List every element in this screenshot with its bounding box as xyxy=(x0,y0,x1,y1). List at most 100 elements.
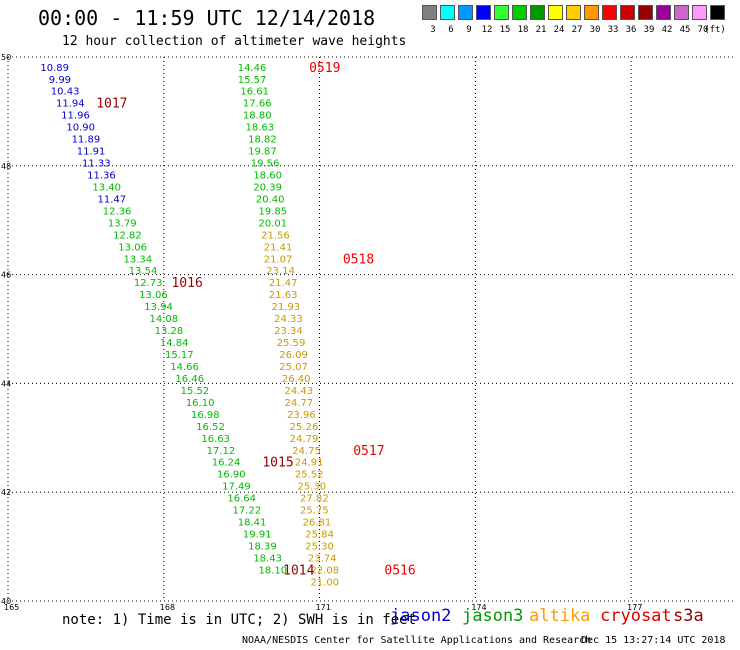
data-point-label: 11.96 xyxy=(61,111,90,122)
data-point-label: 22.08 xyxy=(310,565,339,576)
data-point-label: 16.61 xyxy=(240,87,269,98)
data-point-label: 21.07 xyxy=(264,254,293,265)
x-tick-label: 171 xyxy=(316,603,331,612)
data-point-label: 17.12 xyxy=(207,446,236,457)
data-point-label: 23.34 xyxy=(274,326,303,337)
track-id-label: 1017 xyxy=(96,97,127,112)
track-id-label: 1015 xyxy=(262,456,293,471)
track-id-label: 1014 xyxy=(283,563,314,578)
chart-title: 00:00 - 11:59 UTC 12/14/2018 xyxy=(38,6,376,30)
data-point-label: 18.43 xyxy=(253,553,282,564)
data-point-label: 13.06 xyxy=(139,290,168,301)
legend-label: 18 xyxy=(517,25,529,35)
y-tick-label: 50 xyxy=(1,53,11,62)
data-point-label: 15.17 xyxy=(165,350,194,361)
data-point-label: 25.59 xyxy=(277,338,306,349)
data-point-label: 23.74 xyxy=(308,553,337,564)
data-point-label: 12.36 xyxy=(103,206,132,217)
satellite-jason2: jason2 xyxy=(390,606,452,626)
legend-swatch xyxy=(566,5,581,20)
x-tick-label: 174 xyxy=(471,603,486,612)
data-point-label: 18.10 xyxy=(259,565,288,576)
data-point-label: 24.75 xyxy=(292,446,321,457)
legend-swatch xyxy=(602,5,617,20)
satellite-s3a: s3a xyxy=(673,606,704,626)
data-point-label: 25.75 xyxy=(300,506,329,517)
data-point-label: 11.94 xyxy=(56,99,85,110)
legend-swatch xyxy=(656,5,671,20)
data-point-label: 21.63 xyxy=(269,290,298,301)
data-point-label: 10.43 xyxy=(51,87,80,98)
satellite-altika: altika xyxy=(529,606,591,626)
data-point-label: 16.52 xyxy=(196,422,225,433)
satellite-jason3: jason3 xyxy=(462,606,524,626)
data-point-label: 21.47 xyxy=(269,278,298,289)
data-point-label: 26.81 xyxy=(303,518,332,529)
data-point-label: 23.14 xyxy=(266,266,295,277)
data-point-label: 25.30 xyxy=(305,542,334,553)
data-point-label: 13.79 xyxy=(108,218,137,229)
legend-label: 70 xyxy=(697,25,709,35)
data-point-label: 12.82 xyxy=(113,230,142,241)
legend-swatch xyxy=(458,5,473,20)
legend-label: 24 xyxy=(553,25,565,35)
legend-swatch xyxy=(710,5,725,20)
legend-swatch xyxy=(638,5,653,20)
footer-credit: NOAA/NESDIS Center for Satellite Applica… xyxy=(242,635,592,646)
data-point-label: 16.90 xyxy=(217,470,246,481)
data-point-label: 18.39 xyxy=(248,542,277,553)
data-point-label: 19.91 xyxy=(243,530,272,541)
legend-swatch xyxy=(692,5,707,20)
y-tick-label: 42 xyxy=(1,488,11,497)
legend-label: 33 xyxy=(607,25,619,35)
data-point-label: 24.91 xyxy=(295,458,324,469)
data-point-label: 17.22 xyxy=(233,506,262,517)
data-point-label: 25.52 xyxy=(295,470,324,481)
data-point-label: 25.84 xyxy=(305,530,334,541)
data-point-label: 20.01 xyxy=(259,218,288,229)
legend-label: 15 xyxy=(499,25,511,35)
data-point-label: 13.54 xyxy=(129,266,158,277)
legend-swatch xyxy=(548,5,563,20)
legend-swatch xyxy=(422,5,437,20)
legend-label: 21 xyxy=(535,25,547,35)
track-id-label: 0519 xyxy=(309,61,340,76)
data-point-label: 25.07 xyxy=(279,362,308,373)
x-tick-label: 168 xyxy=(160,603,175,612)
data-point-label: 11.36 xyxy=(87,171,116,182)
data-point-label: 15.52 xyxy=(181,386,210,397)
data-point-label: 21.41 xyxy=(264,242,293,253)
data-point-label: 10.90 xyxy=(66,123,95,134)
data-point-label: 12.73 xyxy=(134,278,163,289)
data-point-label: 13.28 xyxy=(155,326,184,337)
data-point-label: 25.30 xyxy=(297,482,326,493)
data-point-label: 21.00 xyxy=(310,577,339,588)
legend-label: 42 xyxy=(661,25,673,35)
data-point-label: 14.08 xyxy=(149,314,178,325)
data-point-label: 20.39 xyxy=(253,182,282,193)
legend-label: 36 xyxy=(625,25,637,35)
y-tick-label: 40 xyxy=(1,597,11,606)
data-point-label: 13.34 xyxy=(124,254,153,265)
y-tick-label: 48 xyxy=(1,162,11,171)
data-point-label: 26.09 xyxy=(279,350,308,361)
data-point-label: 9.99 xyxy=(49,75,71,86)
legend-label: 3 xyxy=(430,25,436,35)
legend-label: 39 xyxy=(643,25,655,35)
data-point-label: 19.56 xyxy=(251,159,280,170)
legend-swatch xyxy=(512,5,527,20)
track-id-label: 0516 xyxy=(384,563,415,578)
data-point-label: 18.60 xyxy=(253,171,282,182)
data-point-label: 16.63 xyxy=(201,434,230,445)
data-point-label: 11.91 xyxy=(77,147,106,158)
footer-timestamp: Dec 15 13:27:14 UTC 2018 xyxy=(581,635,726,646)
data-point-label: 13.40 xyxy=(92,182,121,193)
data-point-label: 24.79 xyxy=(290,434,319,445)
data-point-label: 18.41 xyxy=(238,518,267,529)
satellite-cryosat: cryosat xyxy=(600,606,672,626)
data-point-label: 11.89 xyxy=(72,135,101,146)
legend-label: 27 xyxy=(571,25,583,35)
chart-subtitle: 12 hour collection of altimeter wave hei… xyxy=(62,34,407,49)
legend-label: 30 xyxy=(589,25,601,35)
